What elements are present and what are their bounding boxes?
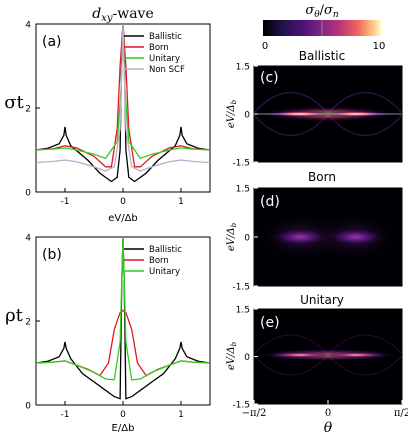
y-tick-label: 1.5 [236, 63, 250, 73]
colorbar: σθ/σn 0 10 [262, 3, 386, 52]
y-tick-label: 0 [244, 234, 250, 244]
series-line-non-scf [36, 24, 210, 172]
series-line-born [36, 24, 210, 168]
x-tick-label: π/2 [394, 408, 408, 419]
panel-e-label: (e) [260, 315, 280, 331]
y-tick-label: 0 [25, 402, 31, 412]
y-tick-label: 1.5 [236, 185, 250, 195]
colorbar-tick-min: 0 [262, 41, 268, 52]
y-tick-label: -1.5 [232, 283, 250, 293]
x-tick-label: 1 [178, 197, 184, 207]
figure-title: dxy-wave [92, 6, 154, 24]
series-line-unitary [36, 24, 210, 160]
y-tick-label: 4 [25, 234, 31, 244]
legend-label: Unitary [149, 54, 180, 64]
panel-d-ylabel: eV/Δb [226, 222, 238, 251]
x-tick-label: 1 [178, 410, 184, 420]
x-tick-label: 0 [325, 408, 331, 419]
y-tick-label: 4 [25, 21, 31, 31]
panel-a-xlabel: eV/Δb [108, 213, 138, 224]
heatmap-c-features [253, 91, 403, 137]
heatmap-e-features [253, 334, 403, 376]
panel-b-ylabel: ρt [5, 305, 24, 326]
panel-e-xlabel: θ [324, 420, 333, 436]
colorbar-label: σθ/σn [305, 3, 339, 20]
y-tick-label: 0 [244, 111, 250, 121]
panel-c-title: Ballistic [299, 49, 345, 63]
series-line-unitary [36, 237, 210, 381]
panel-a: -1 0 1 0 2 4 (a) σt eV/Δb BallisticBornUnitar… [4, 21, 211, 224]
panel-c-ylabel: eV/Δb [226, 99, 238, 128]
y-tick-label: 1.5 [236, 306, 250, 316]
panel-e-ylabel: eV/Δb [226, 341, 238, 370]
colorbar-gradient [263, 20, 381, 36]
panel-a-frame [35, 23, 211, 193]
legend-label: Non SCF [149, 65, 185, 75]
panel-e-title: Unitary [300, 293, 344, 307]
x-tick-label: −π/2 [242, 408, 267, 419]
panel-a-label: (a) [42, 34, 62, 50]
panel-e: Unitary (e) 1.5 0 -1.5−π/2 0 π/2 eV/Δb θ [226, 293, 408, 436]
legend-label: Ballistic [149, 245, 182, 255]
x-tick-label: -1 [61, 410, 70, 420]
y-tick-label: 0 [244, 353, 250, 363]
y-tick-label: -1.5 [232, 159, 250, 169]
series-line-born [36, 309, 210, 377]
legend-label: Born [149, 256, 169, 266]
legend-label: Unitary [149, 267, 180, 277]
x-tick-label: -1 [61, 197, 70, 207]
legend-label: Ballistic [149, 32, 182, 42]
colorbar-tick-max: 10 [373, 41, 386, 52]
panel-c: Ballistic (c) 1.5 0 -1.5 eV/Δb [226, 49, 403, 169]
panel-a-ylabel: σt [4, 92, 24, 113]
panel-d-label: (d) [260, 194, 280, 210]
panel-b-label: (b) [42, 247, 62, 263]
y-tick-label: -1.5 [232, 401, 250, 411]
panel-b-xlabel: E/Δb [112, 423, 135, 434]
x-tick-label: 0 [120, 410, 126, 420]
legend-label: Born [149, 43, 169, 53]
series-line-ballistic [36, 237, 210, 400]
heatmap-d-features [256, 213, 400, 261]
series-line-ballistic [36, 24, 210, 183]
panel-d-title: Born [308, 170, 336, 184]
panel-c-label: (c) [260, 70, 279, 86]
y-tick-label: 2 [25, 105, 31, 115]
panel-d: Born (d) 1.5 0 -1.5 eV/Δb [226, 170, 403, 293]
y-tick-label: 0 [25, 189, 31, 199]
y-tick-label: 2 [25, 318, 31, 328]
x-tick-label: 0 [120, 197, 126, 207]
panel-b-frame [35, 236, 211, 406]
